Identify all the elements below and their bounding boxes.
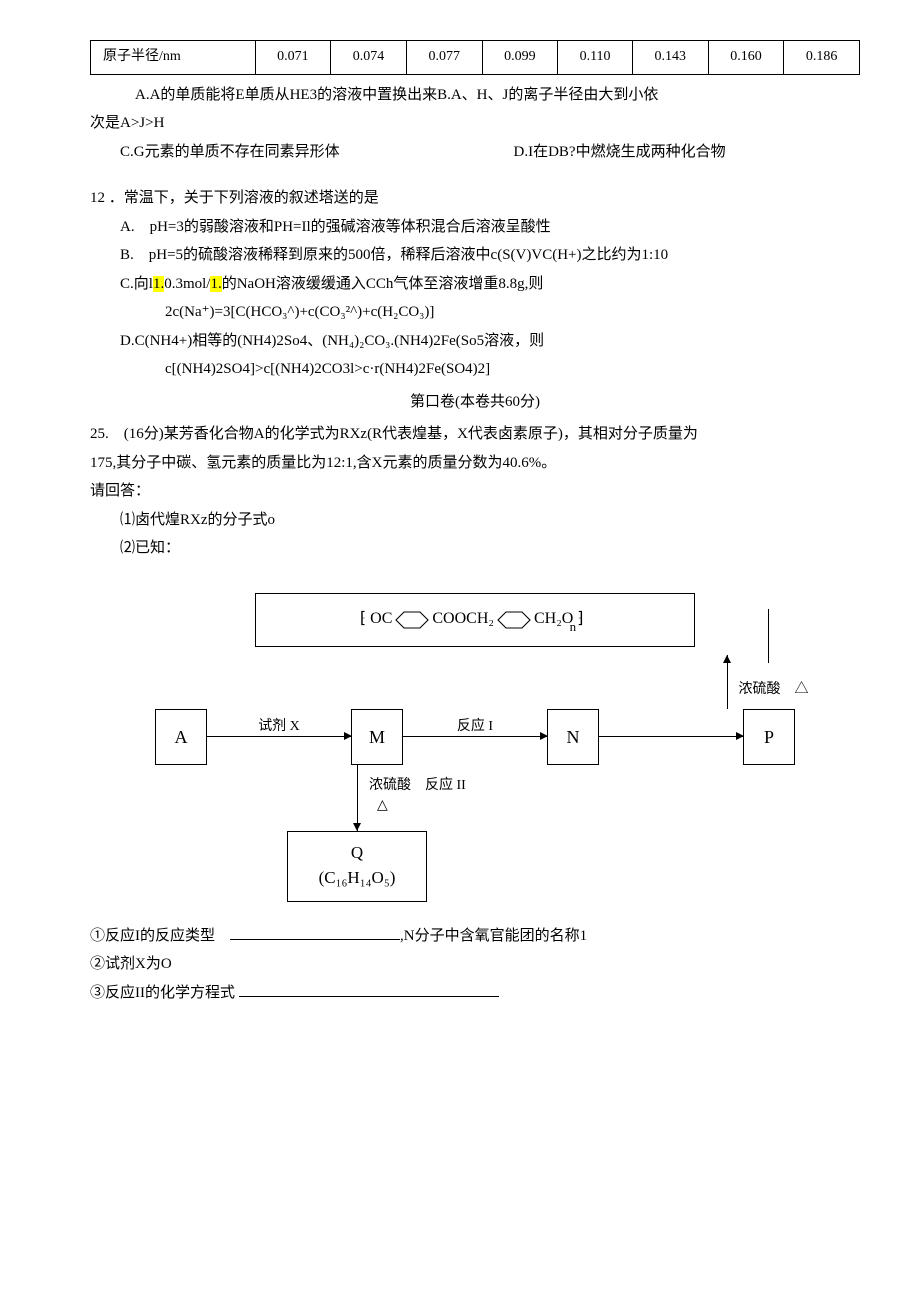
q12-opt-b: B. pH=5的硫酸溶液稀释到原来的500倍，稀释后溶液中c(S(V)VC(H+…: [90, 241, 860, 270]
q12-opt-d1: D.C(NH4+)相等的(NH4)2So4、(NH₄)₂CO₃.(NH4)2Fe…: [90, 327, 860, 356]
text: ③反应II的化学方程式: [90, 985, 235, 1001]
q12-opt-c: C.向l1.0.3mol/1.的NaOH溶液缓缓通入CCh气体至溶液增重8.8g…: [90, 270, 860, 299]
sub-3: ③反应II的化学方程式: [90, 979, 860, 1008]
poly-seg: CH₂O ⁆: [534, 604, 584, 634]
arrow-a-m: 试剂 X: [207, 736, 351, 737]
arrow-label: 试剂 X: [258, 714, 300, 741]
vertical-line: [768, 609, 769, 663]
option-a-text: A.A的单质能将E单质从HE3的溶液中置换出来: [135, 87, 437, 103]
q25-ask: 请回答：: [90, 477, 860, 506]
sub-1: ①反应I的反应类型 ,N分子中含氧官能团的名称1: [90, 922, 860, 951]
poly-seg: COOCH₂: [432, 604, 494, 634]
cell: 0.077: [406, 41, 482, 75]
table-row: 原子半径/nm 0.071 0.074 0.077 0.099 0.110 0.…: [91, 41, 860, 75]
poly-seg: ⁅ OC: [360, 604, 392, 634]
cell: 0.186: [784, 41, 860, 75]
polymer-box: ⁅ OC COOCH₂ CH₂O ⁆ n: [255, 593, 695, 647]
q12-c-line2: 2c(Na⁺)=3[C(HCO₃^)+c(CO₃²^)+c(H₂CO₃)]: [90, 298, 860, 327]
node-n: N: [547, 709, 599, 765]
q25-stem2: 175,其分子中碳、氢元素的质量比为12:1,含X元素的质量分数为40.6%。: [90, 449, 860, 478]
section-2-title: 第口卷(本卷共60分): [90, 388, 860, 417]
arrow-label: 反应 I: [457, 714, 493, 741]
option-b-cont: 次是A>J>H: [90, 109, 860, 138]
up-arrow-stack: 浓硫酸 △: [155, 655, 795, 709]
blank-line: [239, 982, 499, 997]
q25-p1: ⑴卤代煌RXz的分子式o: [90, 506, 860, 535]
node-p: P: [743, 709, 795, 765]
sub-2: ②试剂X为O: [90, 950, 860, 979]
text: 浓硫酸: [369, 778, 411, 793]
option-cd-row: C.G元素的单质不存在同素异形体 D.I在DB?中燃烧生成两种化合物: [90, 138, 860, 167]
cell: 0.110: [558, 41, 633, 75]
text: ,N分子中含氧官能团的名称1: [400, 928, 587, 944]
cell: 0.099: [482, 41, 558, 75]
down-label-2: △: [377, 793, 388, 820]
node-m: M: [351, 709, 403, 765]
node-q: Q (C₁₆H₁₄O₅): [287, 831, 427, 902]
arrow-m-n: 反应 I: [403, 736, 547, 737]
q25-stem1: 25. (16分)某芳香化合物A的化学式为RXz(R代表煌基，X代表卤素原子)，…: [90, 420, 860, 449]
cell: 0.071: [255, 41, 331, 75]
q-formula: (C₁₆H₁₄O₅): [308, 865, 406, 891]
benzene-icon: [496, 610, 532, 630]
q-label: Q: [308, 840, 406, 866]
down-arrow-wrap: 浓硫酸 反应 II △: [155, 765, 795, 831]
node-a: A: [155, 709, 207, 765]
arrow-up-icon: [727, 655, 728, 663]
text: C.向l: [120, 276, 153, 292]
highlight: 1.: [210, 276, 221, 292]
text: 0.3mol/: [164, 276, 210, 292]
vertical-line: [357, 765, 358, 823]
text: 的NaOH溶液缓缓通入CCh气体至溶液增重8.8g,则: [222, 276, 544, 292]
blank-line: [230, 925, 400, 940]
flow-main-row: A 试剂 X M 反应 I N P: [155, 709, 795, 765]
option-d: D.I在DB?中燃烧生成两种化合物: [514, 138, 861, 167]
arrow-n-p: [599, 736, 743, 737]
q25-p2: ⑵已知：: [90, 534, 860, 563]
q12-opt-d2: c[(NH4)2SO4]>c[(NH4)2CO3l>c·r(NH4)2Fe(SO…: [90, 355, 860, 384]
up-arrow-label: 浓硫酸 △: [739, 677, 809, 704]
reaction-diagram: ⁅ OC COOCH₂ CH₂O ⁆ n 浓硫酸 △ A 试剂 X M 反应 I…: [90, 593, 860, 902]
cell: 0.143: [632, 41, 708, 75]
q12-opt-a: A. pH=3的弱酸溶液和PH=Il的强碱溶液等体积混合后溶液呈酸性: [90, 213, 860, 242]
text: ①反应I的反应类型: [90, 928, 230, 944]
highlight: 1.: [153, 276, 164, 292]
cell: 0.074: [331, 41, 407, 75]
option-c: C.G元素的单质不存在同素异形体: [90, 138, 514, 167]
text: 反应 II: [425, 778, 466, 793]
q12-stem: 12 ．常温下，关于下列溶液的叙述塔送的是: [90, 184, 860, 213]
option-ab-line: A.A的单质能将E单质从HE3的溶液中置换出来B.A、H、J的离子半径由大到小依: [90, 81, 860, 110]
option-b-start: B.A、H、J的离子半径由大到小依: [437, 87, 658, 103]
poly-n: n: [570, 615, 577, 640]
cell: 0.160: [708, 41, 784, 75]
row-label: 原子半径/nm: [91, 41, 256, 75]
vertical-line: [727, 663, 728, 709]
atomic-radius-table: 原子半径/nm 0.071 0.074 0.077 0.099 0.110 0.…: [90, 40, 860, 75]
benzene-icon: [394, 610, 430, 630]
arrow-down-icon: [357, 823, 358, 831]
